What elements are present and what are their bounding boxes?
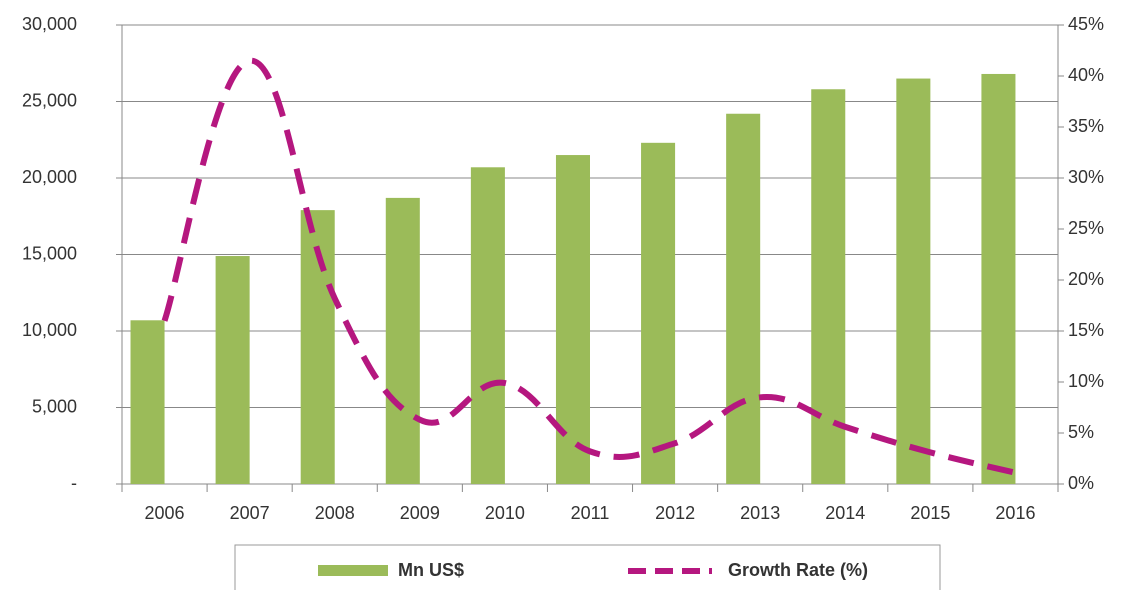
bar [811, 89, 846, 484]
y2-tick-label: 20% [1068, 269, 1104, 289]
x-tick-label: 2012 [655, 503, 695, 523]
y-tick-label: - [71, 473, 77, 493]
y2-tick-label: 25% [1068, 218, 1104, 238]
bar [896, 78, 931, 485]
y-tick-label: 15,000 [22, 243, 77, 263]
x-tick-label: 2009 [400, 503, 440, 523]
x-tick-label: 2010 [485, 503, 525, 523]
x-tick-label: 2014 [825, 503, 865, 523]
y-tick-label: 20,000 [22, 167, 77, 187]
y2-tick-label: 10% [1068, 371, 1104, 391]
bar [470, 167, 505, 485]
y-tick-label: 25,000 [22, 90, 77, 110]
x-tick-label: 2013 [740, 503, 780, 523]
y2-tick-label: 0% [1068, 473, 1094, 493]
legend-label: Growth Rate (%) [728, 560, 868, 580]
x-tick-label: 2008 [315, 503, 355, 523]
y2-tick-label: 45% [1068, 14, 1104, 34]
y2-tick-label: 5% [1068, 422, 1094, 442]
bar [641, 142, 676, 484]
y-tick-label: 10,000 [22, 320, 77, 340]
y2-tick-label: 30% [1068, 167, 1104, 187]
legend-label: Mn US$ [398, 560, 464, 580]
bar [385, 197, 420, 484]
line [161, 57, 1017, 476]
bar [726, 113, 761, 485]
y2-tick-label: 15% [1068, 320, 1104, 340]
y-tick-label: 5,000 [32, 396, 77, 416]
x-tick-label: 2006 [145, 503, 185, 523]
bar [215, 256, 250, 484]
legend-swatch [318, 565, 388, 576]
y2-tick-label: 35% [1068, 116, 1104, 136]
y-tick-label: 30,000 [22, 14, 77, 34]
x-tick-label: 2016 [995, 503, 1035, 523]
bar [981, 73, 1016, 485]
bar [130, 320, 165, 484]
x-tick-label: 2011 [571, 503, 610, 523]
x-tick-label: 2015 [910, 503, 950, 523]
y2-tick-label: 40% [1068, 65, 1104, 85]
x-tick-label: 2007 [230, 503, 270, 523]
